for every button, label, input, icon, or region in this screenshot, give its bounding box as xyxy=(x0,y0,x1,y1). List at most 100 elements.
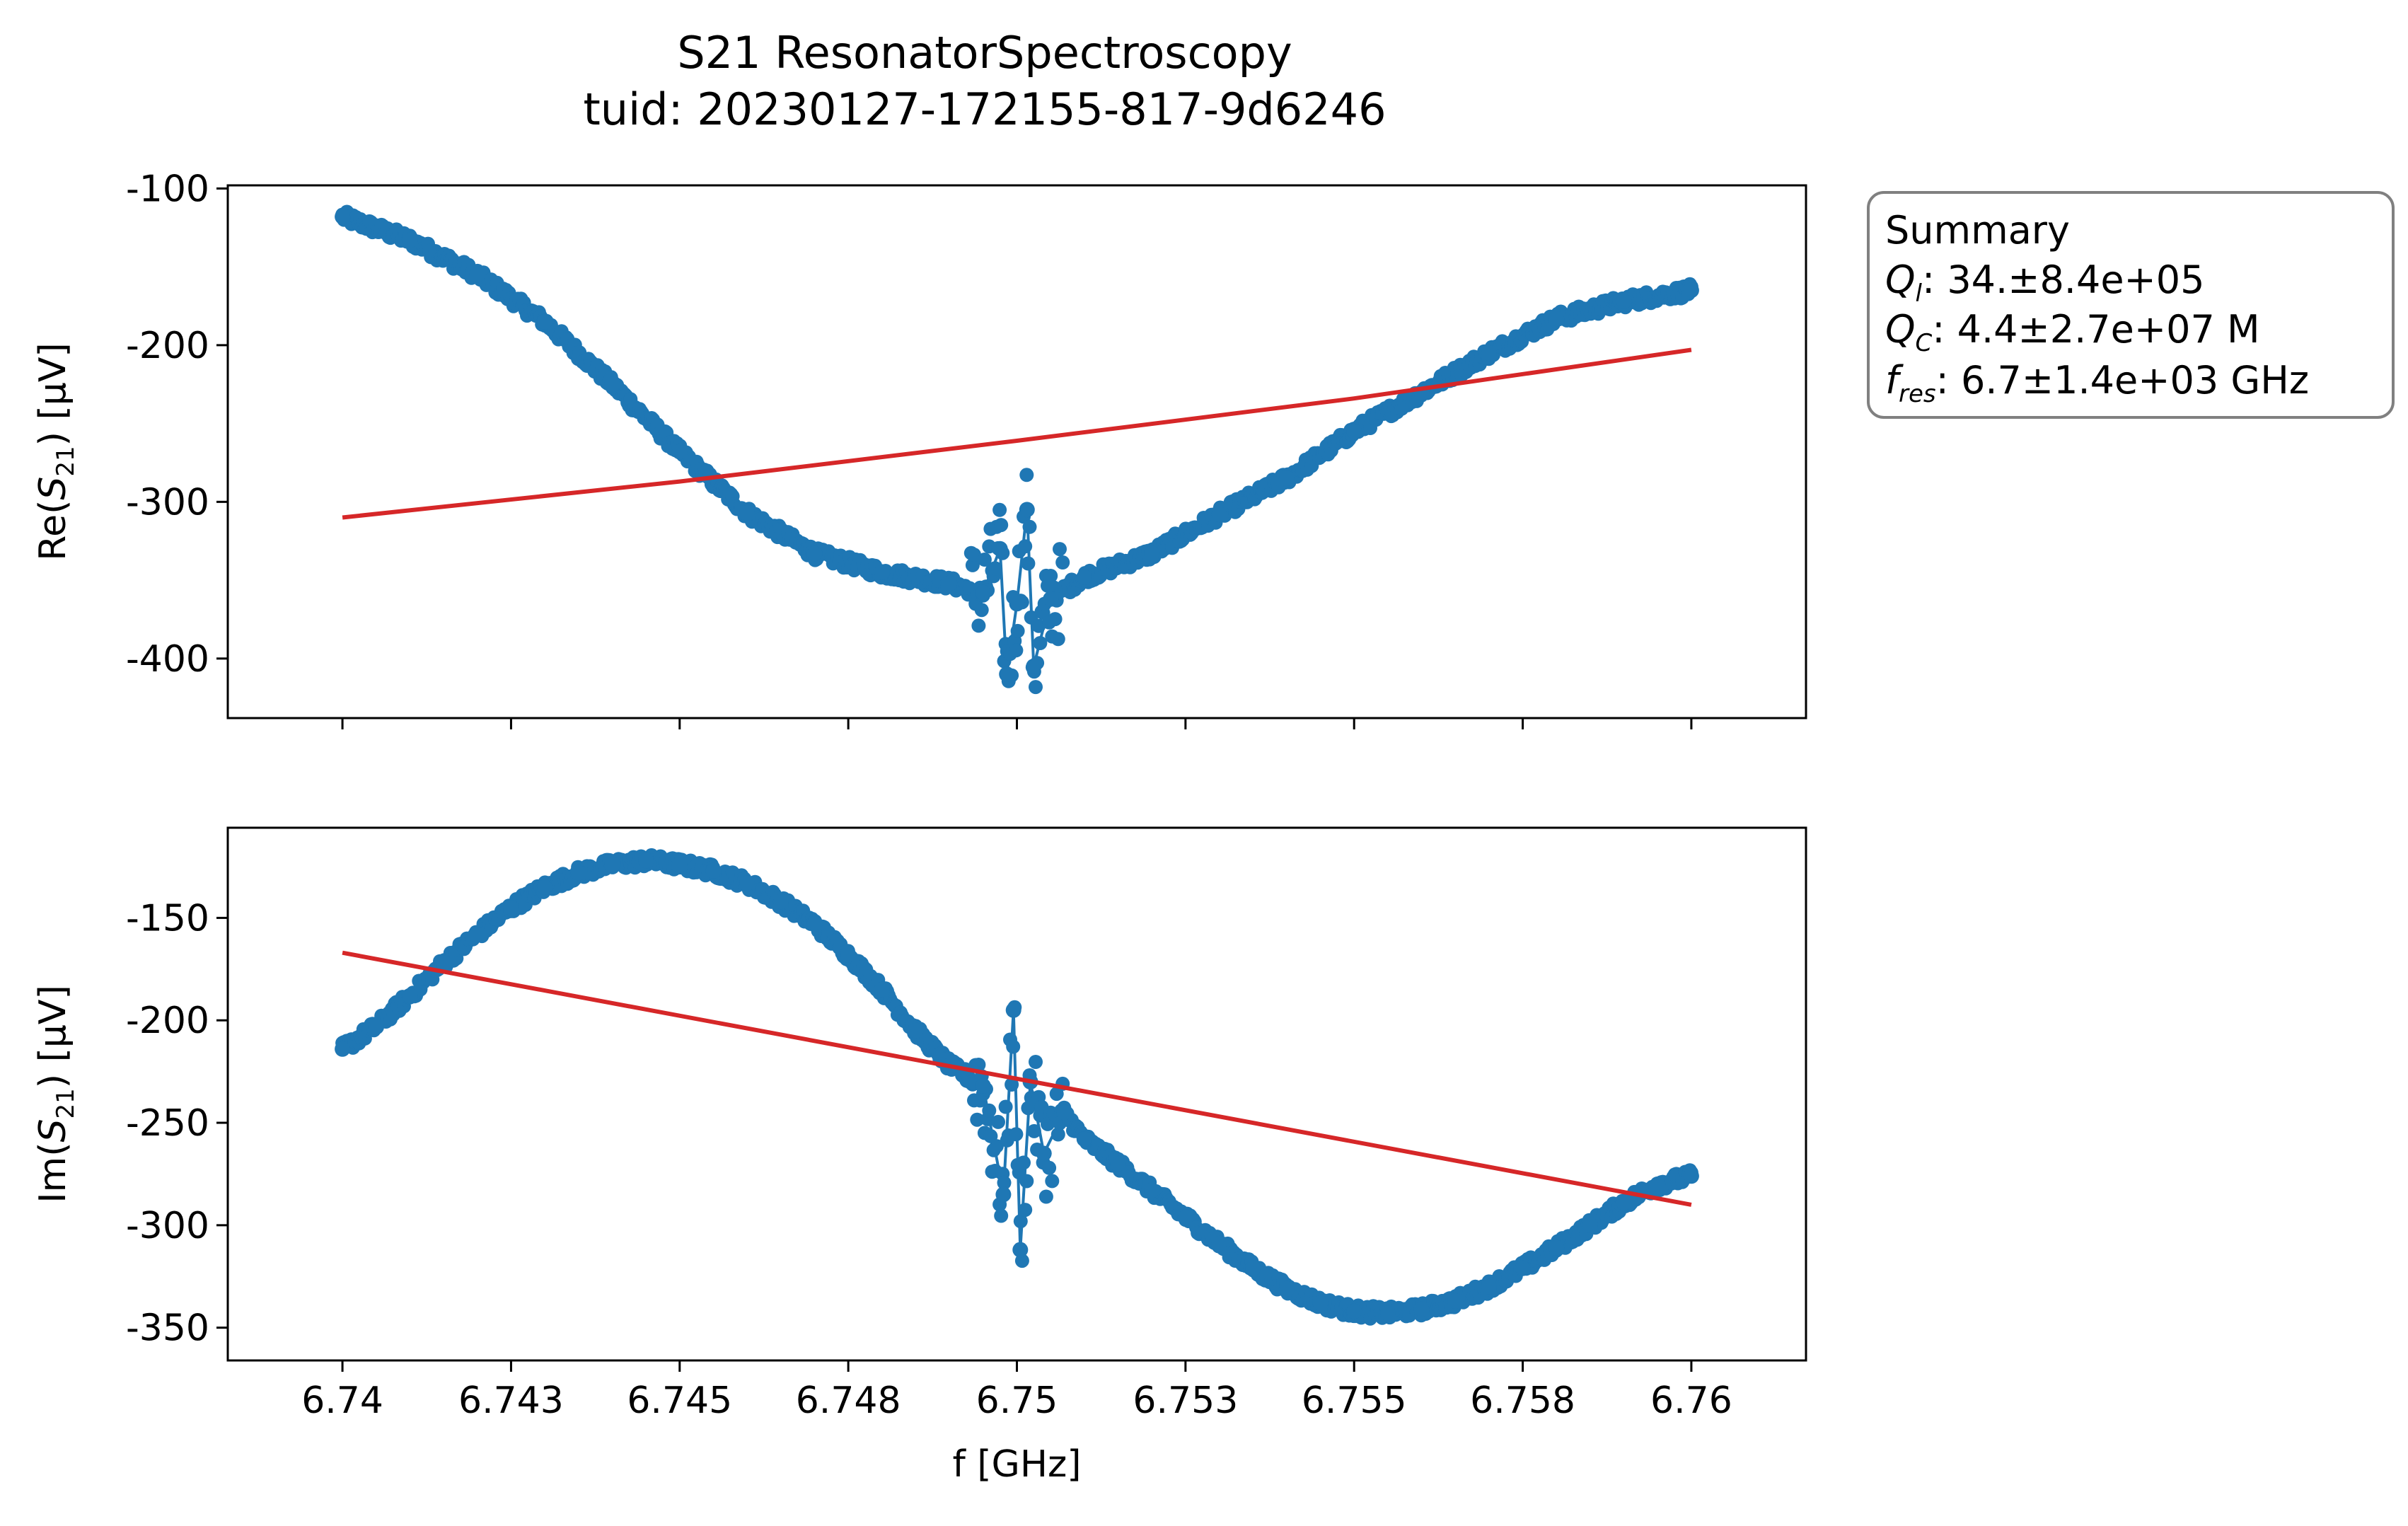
summary-qc-value: : 4.4±2.7e+07 M xyxy=(1932,307,2259,352)
data-point xyxy=(806,916,823,932)
data-point xyxy=(1346,1303,1362,1319)
data-point xyxy=(1050,1127,1065,1142)
x-axis-label: f [GHz] xyxy=(952,1443,1081,1486)
data-point xyxy=(982,1103,997,1118)
plot-area xyxy=(335,204,1699,695)
y-tick-label: -150 xyxy=(126,897,209,940)
data-point xyxy=(806,545,823,562)
data-point xyxy=(1144,1182,1160,1198)
data-point xyxy=(1616,1195,1632,1210)
data-point xyxy=(1038,1189,1053,1204)
data-point xyxy=(1043,569,1058,583)
data-point xyxy=(1043,591,1059,607)
data-point xyxy=(368,1018,384,1034)
data-point xyxy=(537,879,553,895)
data-point xyxy=(975,1077,991,1094)
data-point xyxy=(1042,1160,1057,1175)
y-axis-label: Im(S21) [µV] xyxy=(32,985,80,1203)
data-point xyxy=(1019,468,1034,482)
data-point xyxy=(469,267,485,283)
data-point xyxy=(1144,545,1160,562)
data-point xyxy=(1683,282,1699,299)
data-point xyxy=(840,947,857,963)
summary-row-qc: QC: 4.4±2.7e+07 M xyxy=(1885,307,2260,357)
y-tick-label: -250 xyxy=(126,1102,209,1145)
data-point xyxy=(1481,345,1497,361)
data-point xyxy=(1346,423,1362,439)
y-tick-label: -300 xyxy=(126,481,209,524)
data-point xyxy=(1017,1155,1031,1170)
data-point xyxy=(992,541,1008,557)
figure-title-line1: S21 ResonatorSpectroscopy xyxy=(677,27,1292,79)
data-point xyxy=(1048,612,1063,627)
data-point xyxy=(1013,1214,1028,1229)
data-point xyxy=(1278,1281,1295,1297)
summary-fres-value: : 6.7±1.4e+03 GHz xyxy=(1936,358,2310,403)
data-point xyxy=(1022,519,1037,534)
data-point xyxy=(971,1058,986,1072)
data-point xyxy=(772,894,789,910)
data-point xyxy=(967,548,981,562)
y-tick-label: -350 xyxy=(126,1307,209,1350)
data-point xyxy=(974,603,989,618)
plot-area xyxy=(335,848,1699,1326)
data-point xyxy=(402,232,418,248)
data-point xyxy=(1278,470,1295,487)
data-point xyxy=(999,666,1015,682)
data-point xyxy=(503,900,519,915)
data-point xyxy=(994,1208,1009,1223)
x-tick-label: 6.76 xyxy=(1650,1380,1732,1422)
data-point xyxy=(1005,1002,1021,1018)
summary-frame xyxy=(1867,191,2395,419)
real-part-panel: -400 -300 -200 -100 Re(S21) [µV] xyxy=(32,168,1807,729)
data-point xyxy=(537,313,553,330)
data-point xyxy=(1053,542,1067,557)
data-point xyxy=(335,1041,351,1057)
fit-curve xyxy=(342,347,1692,520)
y-axis-label: Re(S21) [µV] xyxy=(32,342,80,560)
data-point xyxy=(992,502,1007,517)
data-point xyxy=(1549,1239,1565,1256)
summary-qc-subscript: C xyxy=(1916,329,1933,357)
data-point xyxy=(1021,556,1036,571)
data-point xyxy=(942,575,958,591)
summary-fres-subscript: res xyxy=(1899,380,1936,408)
y-tick-label: -200 xyxy=(126,325,209,367)
data-point xyxy=(874,565,890,580)
summary-qc-symbol: Q xyxy=(1885,307,1916,352)
data-point xyxy=(1616,293,1632,309)
summary-ql-value: : 34.±8.4e+05 xyxy=(1922,258,2205,302)
x-tick-label: 6.743 xyxy=(458,1380,564,1422)
data-point xyxy=(965,557,980,572)
summary-ql-subscript: l xyxy=(1916,279,1923,308)
data-point xyxy=(970,1112,985,1127)
data-point xyxy=(739,875,756,891)
data-point xyxy=(1036,1145,1052,1162)
y-tick-label: -400 xyxy=(126,638,209,681)
data-point xyxy=(994,518,1009,533)
summary-row-fres: fres: 6.7±1.4e+03 GHz xyxy=(1885,358,2309,408)
data-point xyxy=(995,1186,1012,1203)
data-point xyxy=(1683,1168,1699,1184)
data-point xyxy=(1076,1131,1092,1148)
data-point xyxy=(1110,1156,1126,1172)
data-point xyxy=(1379,1305,1396,1322)
data-point xyxy=(989,1139,1004,1154)
y-tick-label: -100 xyxy=(126,168,209,210)
data-point xyxy=(436,955,452,971)
data-point xyxy=(971,618,986,633)
data-point xyxy=(1019,1174,1034,1189)
data-point xyxy=(1019,502,1035,518)
data-point xyxy=(991,1114,1005,1129)
data-point xyxy=(1033,636,1048,650)
data-point xyxy=(671,444,688,460)
data-point xyxy=(638,852,654,869)
fit-summary-box: Summary Ql: 34.±8.4e+05 QC: 4.4±2.7e+07 … xyxy=(1867,191,2395,419)
y-tick-label: -200 xyxy=(126,1000,209,1042)
data-point xyxy=(1447,1293,1464,1309)
summary-ql-symbol: Q xyxy=(1885,258,1916,302)
data-point xyxy=(469,926,485,942)
figure-title-line2: tuid: 20230127-172155-817-9d6246 xyxy=(583,83,1386,135)
data-point xyxy=(1029,680,1043,695)
data-point xyxy=(1026,1123,1041,1138)
